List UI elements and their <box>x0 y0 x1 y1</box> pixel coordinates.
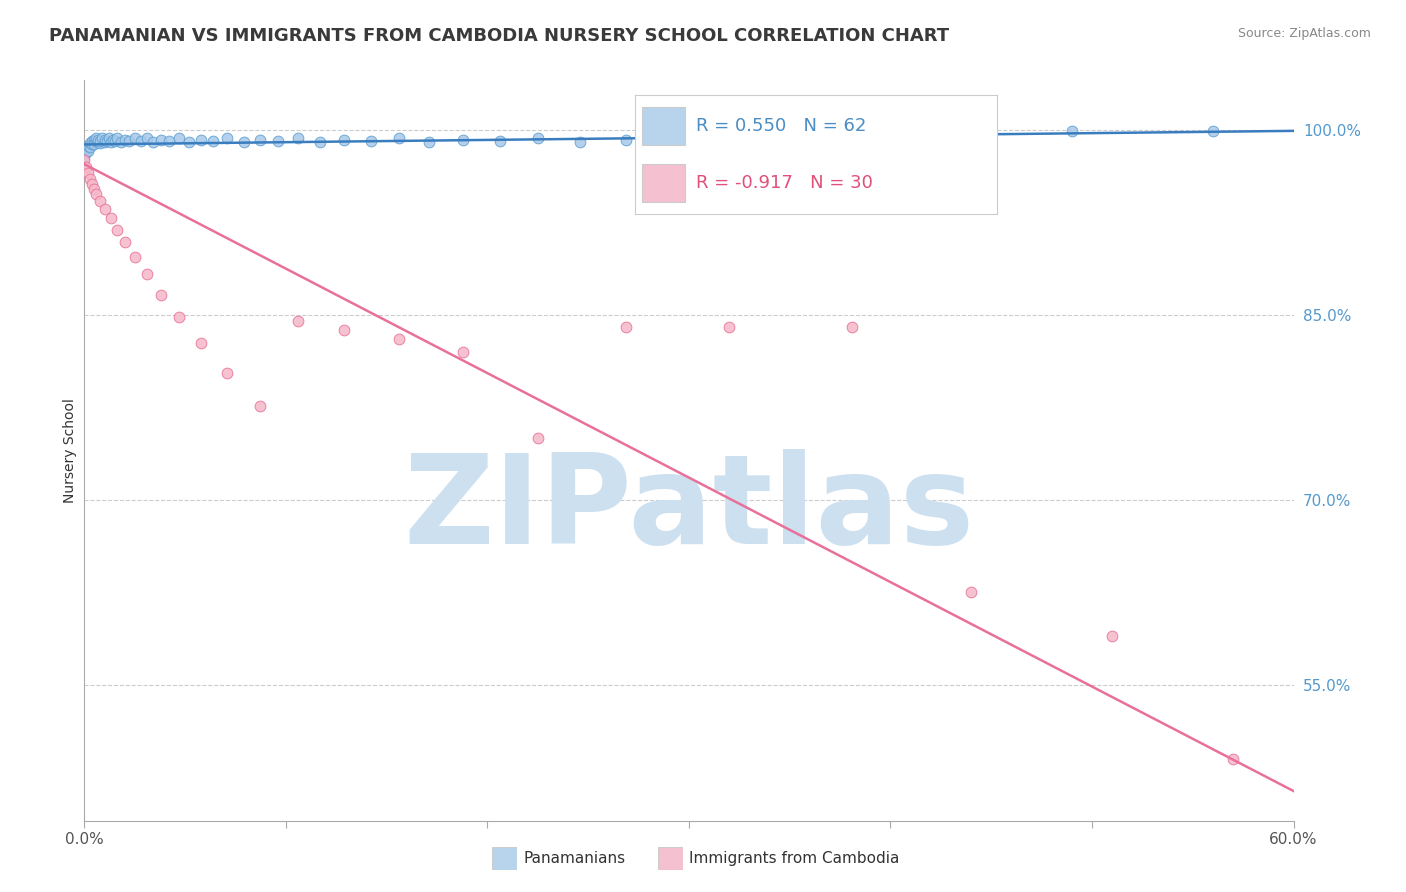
Point <box>333 132 356 146</box>
Point <box>87 135 110 149</box>
Point <box>333 322 356 336</box>
Point <box>89 134 111 148</box>
Text: ZIPatlas: ZIPatlas <box>404 450 974 570</box>
Point <box>451 344 474 359</box>
Point <box>488 134 510 148</box>
Point <box>287 314 309 328</box>
Point <box>79 136 101 151</box>
Point <box>1101 629 1123 643</box>
Point <box>1060 124 1083 138</box>
Point <box>93 132 115 146</box>
Point <box>86 131 108 145</box>
Point <box>665 134 688 148</box>
Point <box>149 288 172 302</box>
Y-axis label: Nursery School: Nursery School <box>63 398 77 503</box>
Point <box>841 132 863 146</box>
Point <box>91 131 114 145</box>
Point <box>87 132 110 146</box>
Text: Immigrants from Cambodia: Immigrants from Cambodia <box>689 852 900 866</box>
Point <box>167 310 190 325</box>
Point <box>82 177 104 191</box>
Point <box>101 132 124 146</box>
Point <box>104 134 127 148</box>
Point <box>82 137 104 152</box>
Point <box>616 320 638 334</box>
Point <box>79 172 101 186</box>
Point <box>907 134 929 148</box>
Point <box>93 135 115 149</box>
Point <box>77 166 100 180</box>
Point <box>232 135 254 149</box>
Point <box>718 320 741 334</box>
Point <box>75 160 97 174</box>
Point <box>527 431 550 445</box>
Point <box>105 222 128 236</box>
Point <box>1202 124 1225 138</box>
Point <box>179 135 201 149</box>
Point <box>83 182 105 196</box>
Point <box>451 132 474 146</box>
Point <box>73 153 96 168</box>
Point <box>86 134 108 148</box>
Point <box>114 132 136 146</box>
Point <box>110 135 132 149</box>
Point <box>720 131 742 145</box>
Point <box>841 320 863 334</box>
Point <box>527 131 550 145</box>
Point <box>167 131 190 145</box>
Point <box>616 132 638 146</box>
Point <box>96 134 118 148</box>
Point <box>1222 752 1244 766</box>
Point <box>83 132 105 146</box>
Point <box>388 131 411 145</box>
Point <box>217 131 239 145</box>
Point <box>77 138 100 153</box>
Point <box>569 135 592 149</box>
Point <box>124 131 146 145</box>
Point <box>135 131 157 145</box>
Point <box>135 267 157 281</box>
Point <box>190 132 212 146</box>
Point <box>89 194 111 209</box>
Point <box>77 144 100 158</box>
Point <box>73 150 96 164</box>
Point <box>83 135 105 149</box>
Point <box>217 366 239 380</box>
Point <box>100 135 122 149</box>
Point <box>202 134 225 148</box>
Point <box>149 132 172 146</box>
Point <box>82 134 104 148</box>
Point <box>83 137 105 152</box>
Point <box>360 134 382 148</box>
Point <box>418 135 440 149</box>
Point <box>75 145 97 159</box>
Point <box>157 134 180 148</box>
Point <box>267 134 290 148</box>
Point <box>388 333 411 347</box>
Point <box>960 585 983 599</box>
Point <box>118 134 141 148</box>
Point <box>75 141 97 155</box>
Point <box>97 131 120 145</box>
Point <box>79 140 101 154</box>
Text: Source: ZipAtlas.com: Source: ZipAtlas.com <box>1237 27 1371 40</box>
Point <box>114 235 136 249</box>
Point <box>779 135 801 149</box>
Point <box>105 131 128 145</box>
Text: Panamanians: Panamanians <box>523 852 626 866</box>
Point <box>309 135 332 149</box>
Point <box>249 399 271 413</box>
Point <box>249 132 271 146</box>
Point <box>89 136 111 151</box>
Point <box>287 131 309 145</box>
Point <box>124 250 146 264</box>
Point <box>86 186 108 201</box>
Point <box>142 135 165 149</box>
Point <box>190 336 212 351</box>
Text: PANAMANIAN VS IMMIGRANTS FROM CAMBODIA NURSERY SCHOOL CORRELATION CHART: PANAMANIAN VS IMMIGRANTS FROM CAMBODIA N… <box>49 27 949 45</box>
Point <box>129 134 152 148</box>
Point <box>93 202 115 216</box>
Point <box>100 211 122 226</box>
